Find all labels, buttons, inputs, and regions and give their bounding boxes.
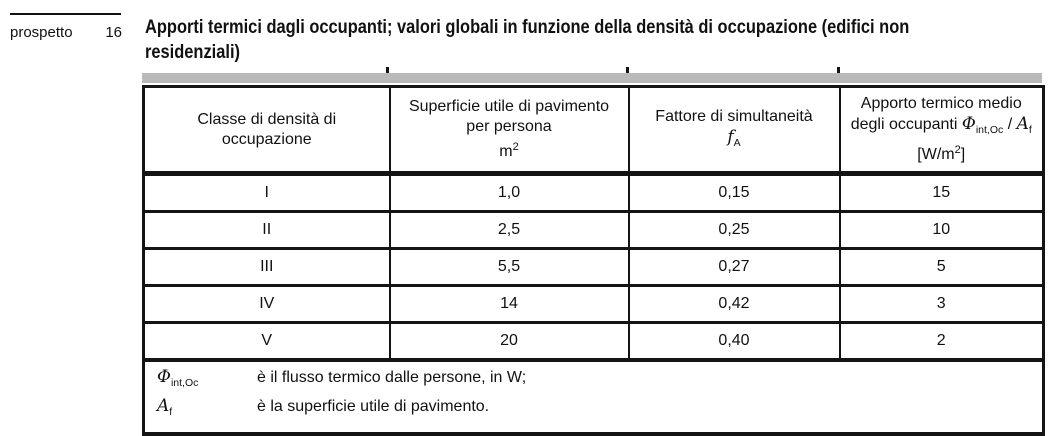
cell-superficie: 5,5: [388, 247, 630, 287]
header-text: Superficie utile di pavimento: [408, 98, 610, 115]
cell-superficie: 20: [388, 321, 630, 362]
header-text: Apporto termico medio: [860, 95, 1022, 112]
header-row: Classe di densità di occupazione Superfi…: [142, 85, 1045, 176]
cell-classe: V: [142, 321, 391, 362]
cell-classe: IV: [142, 284, 391, 324]
header-text: per persona: [466, 118, 552, 135]
cell-fattore: 0,15: [627, 172, 841, 213]
header-formula: degli occupanti Φint,Oc / Af: [850, 114, 1032, 136]
cell-superficie: 2,5: [388, 210, 630, 250]
col-header-fattore-simultaneita: Fattore di simultaneità fA: [627, 85, 841, 176]
cell-classe: III: [142, 247, 391, 287]
footnote-cell: Φint,Oc è il flusso termico dalle person…: [142, 358, 1045, 436]
cell-apporto: 5: [838, 247, 1045, 287]
prospetto-label-row: prospetto 16: [10, 24, 122, 41]
cell-apporto: 2: [838, 321, 1045, 362]
phi-symbol: Φ: [961, 114, 976, 134]
header-unit: m2: [499, 141, 519, 160]
cell-apporto: 10: [838, 210, 1045, 250]
table-row: III 5,5 0,27 5: [142, 247, 1045, 287]
table-title-line2: residenziali): [145, 42, 241, 63]
header-text: Fattore di simultaneità: [655, 107, 813, 125]
footnote-symbol-area: Af: [157, 396, 173, 418]
footnote-line: Φint,Oc è il flusso termico dalle person…: [157, 366, 1036, 395]
col-header-classe-densita: Classe di densità di occupazione: [142, 85, 391, 176]
footnote-text: è il flusso termico dalle persone, in W;: [257, 369, 527, 386]
cell-superficie: 1,0: [388, 172, 630, 213]
prospetto-number: 16: [105, 24, 122, 41]
table-title: Apporti termici dagli occupanti; valori …: [145, 15, 909, 65]
prospetto-overline: [10, 13, 121, 15]
crop-artifact-tick: [386, 67, 389, 73]
crop-artifact-tick: [837, 67, 840, 73]
footnote-row: Φint,Oc è il flusso termico dalle person…: [142, 358, 1045, 436]
prospetto-label: prospetto: [10, 24, 73, 41]
col-header-superficie-utile: Superficie utile di pavimento per person…: [388, 85, 630, 176]
col-header-apporto-termico: Apporto termico medio degli occupanti Φi…: [838, 85, 1045, 176]
footnote-text: è la superficie utile di pavimento.: [257, 398, 490, 415]
crop-artifact-tick: [626, 67, 629, 73]
table-row: IV 14 0,42 3: [142, 284, 1045, 324]
cell-apporto: 3: [838, 284, 1045, 324]
cell-fattore: 0,42: [627, 284, 841, 324]
cell-apporto: 15: [838, 172, 1045, 213]
cell-fattore: 0,25: [627, 210, 841, 250]
footnote-symbol-phi: Φint,Oc: [157, 367, 199, 389]
header-symbol-fA: fA: [727, 126, 741, 149]
table-row: II 2,5 0,25 10: [142, 210, 1045, 250]
table-title-line1: Apporti termici dagli occupanti; valori …: [145, 17, 910, 38]
cell-fattore: 0,27: [627, 247, 841, 287]
cell-classe: II: [142, 210, 391, 250]
table-top-gray-band: [142, 73, 1042, 83]
header-text: occupazione: [221, 130, 312, 148]
cell-superficie: 14: [388, 284, 630, 324]
header-unit: [W/m2]: [917, 144, 966, 163]
cell-fattore: 0,40: [627, 321, 841, 362]
table-row: V 20 0,40 2: [142, 321, 1045, 362]
table-row: I 1,0 0,15 15: [142, 172, 1045, 213]
footnote-line: Af è la superficie utile di pavimento.: [157, 395, 1036, 424]
area-symbol: A: [1016, 114, 1029, 134]
header-text: Classe di densità di: [197, 110, 337, 128]
occupant-heat-gains-table: Classe di densità di occupazione Superfi…: [142, 85, 1045, 436]
cell-classe: I: [142, 172, 391, 213]
